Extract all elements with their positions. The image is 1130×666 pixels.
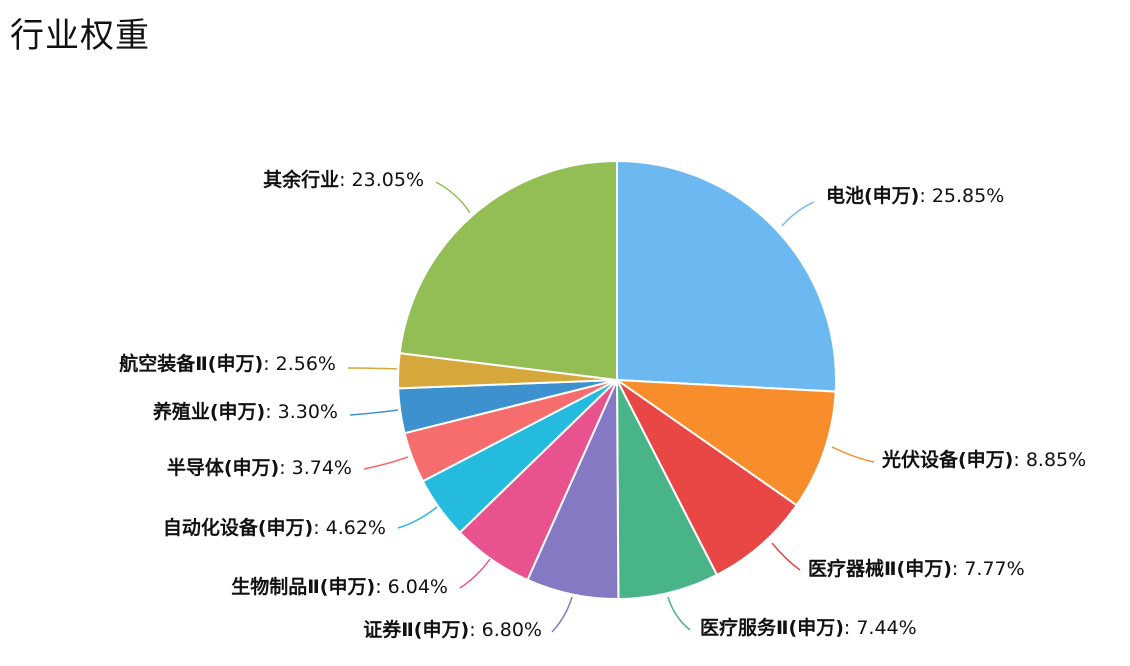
slice-label: 生物制品Ⅱ(申万): 6.04% bbox=[231, 575, 448, 598]
leader-line bbox=[771, 542, 801, 571]
slice-label: 光伏设备(申万): 8.85% bbox=[881, 448, 1086, 471]
label-leader-lines bbox=[347, 181, 875, 633]
leader-line bbox=[459, 558, 491, 589]
slice-label: 医疗服务Ⅱ(申万): 7.44% bbox=[700, 616, 917, 639]
pie-slice[interactable] bbox=[613, 378, 837, 507]
leader-line bbox=[831, 446, 875, 463]
chart-title: 行业权重 bbox=[10, 16, 150, 56]
slice-label: 养殖业(申万): 3.30% bbox=[152, 400, 338, 423]
leader-line bbox=[363, 456, 409, 470]
leader-line bbox=[349, 409, 399, 416]
slice-label: 半导体(申万): 3.74% bbox=[167, 456, 352, 479]
pie-slice[interactable] bbox=[616, 379, 719, 601]
pie-slices bbox=[397, 159, 837, 601]
slice-label: 自动化设备(申万): 4.62% bbox=[163, 516, 386, 539]
leader-line bbox=[347, 367, 398, 370]
pie-slice[interactable] bbox=[616, 159, 837, 393]
leader-line bbox=[781, 201, 815, 227]
pie-slice[interactable] bbox=[616, 379, 799, 577]
slice-label: 航空装备Ⅱ(申万): 2.56% bbox=[119, 352, 336, 375]
pie-slice[interactable] bbox=[398, 159, 618, 382]
slice-labels: 电池(申万): 25.85% 光伏设备(申万): 8.85% 医疗器械Ⅱ(申万): … bbox=[119, 168, 1086, 641]
leader-line bbox=[435, 181, 471, 214]
slice-label: 证券Ⅱ(申万): 6.80% bbox=[363, 618, 542, 641]
slice-label: 电池(申万): 25.85% bbox=[826, 184, 1004, 207]
leader-line bbox=[667, 596, 691, 631]
slice-label: 医疗器械Ⅱ(申万): 7.77% bbox=[808, 557, 1025, 580]
slice-label: 其余行业: 23.05% bbox=[263, 168, 424, 191]
leader-line bbox=[551, 596, 573, 633]
leader-line bbox=[397, 506, 438, 529]
